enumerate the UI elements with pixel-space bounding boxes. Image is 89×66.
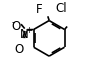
Text: F: F [36, 3, 43, 16]
Text: +: + [25, 26, 32, 35]
Text: O: O [15, 43, 24, 56]
Text: N: N [20, 28, 29, 41]
Text: Cl: Cl [55, 2, 67, 15]
Text: -: - [11, 17, 15, 27]
Text: O: O [12, 20, 21, 33]
